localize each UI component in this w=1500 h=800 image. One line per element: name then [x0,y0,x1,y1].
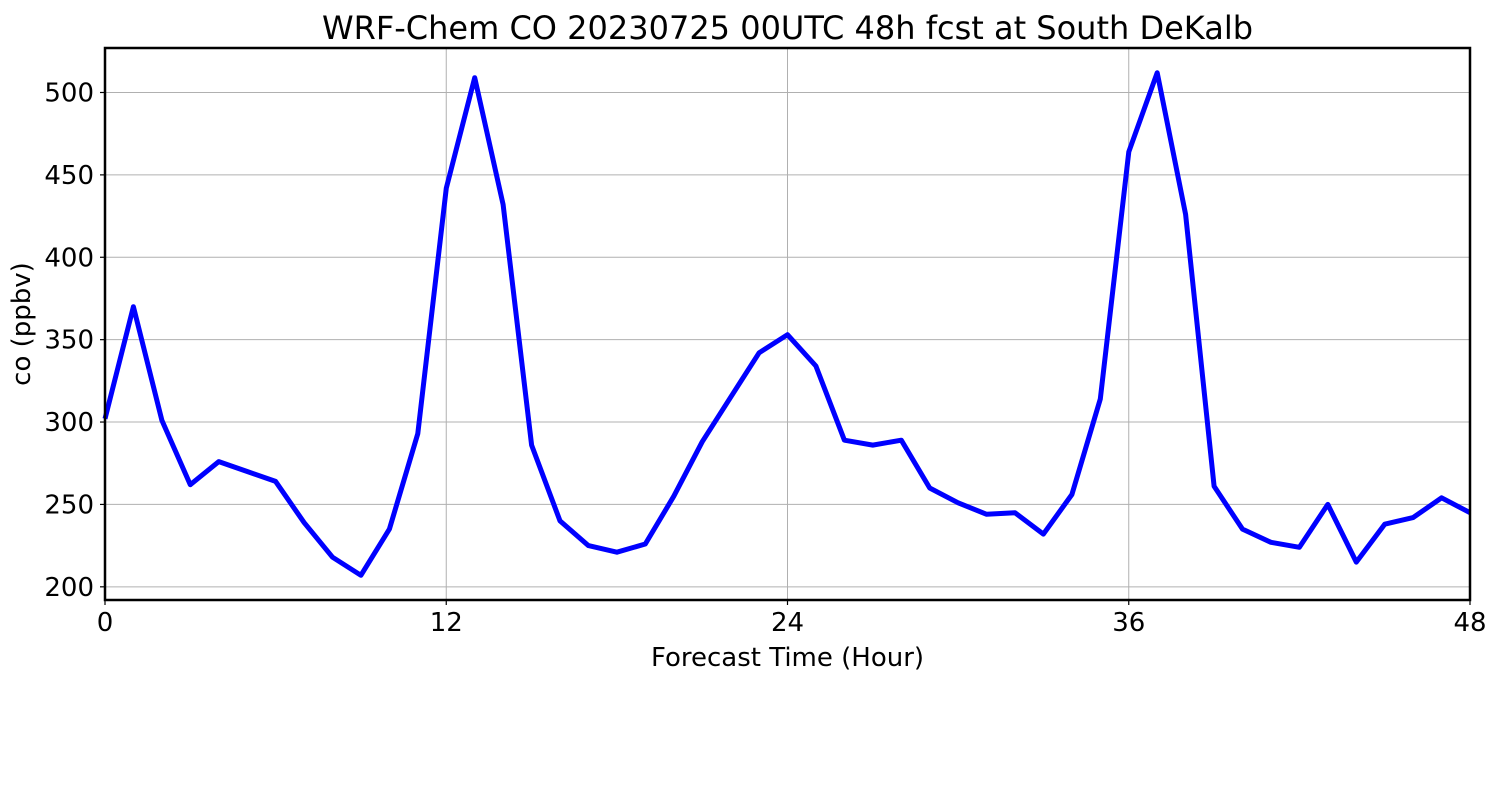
ticks: 0 12 24 36 48 200 250 300 350 400 450 500 [44,78,1486,638]
y-tick-label: 350 [44,326,94,356]
y-tick-label: 300 [44,408,94,438]
grid-lines [104,48,1471,600]
x-tick-label: 12 [430,608,463,638]
y-tick-label: 500 [44,78,94,108]
x-tick-label: 48 [1453,608,1486,638]
series-layer [102,70,1472,578]
x-axis-label: Forecast Time (Hour) [651,643,924,673]
y-tick-label: 250 [44,490,94,520]
y-tick-label: 450 [44,161,94,191]
x-tick-label: 36 [1112,608,1145,638]
y-axis-label: co (ppbv) [7,262,37,386]
y-tick-label: 400 [44,243,94,273]
x-tick-label: 0 [97,608,114,638]
co-series-line [102,70,1472,578]
chart-title: WRF-Chem CO 20230725 00UTC 48h fcst at S… [322,9,1253,47]
x-tick-label: 24 [771,608,804,638]
y-tick-label: 200 [44,573,94,603]
